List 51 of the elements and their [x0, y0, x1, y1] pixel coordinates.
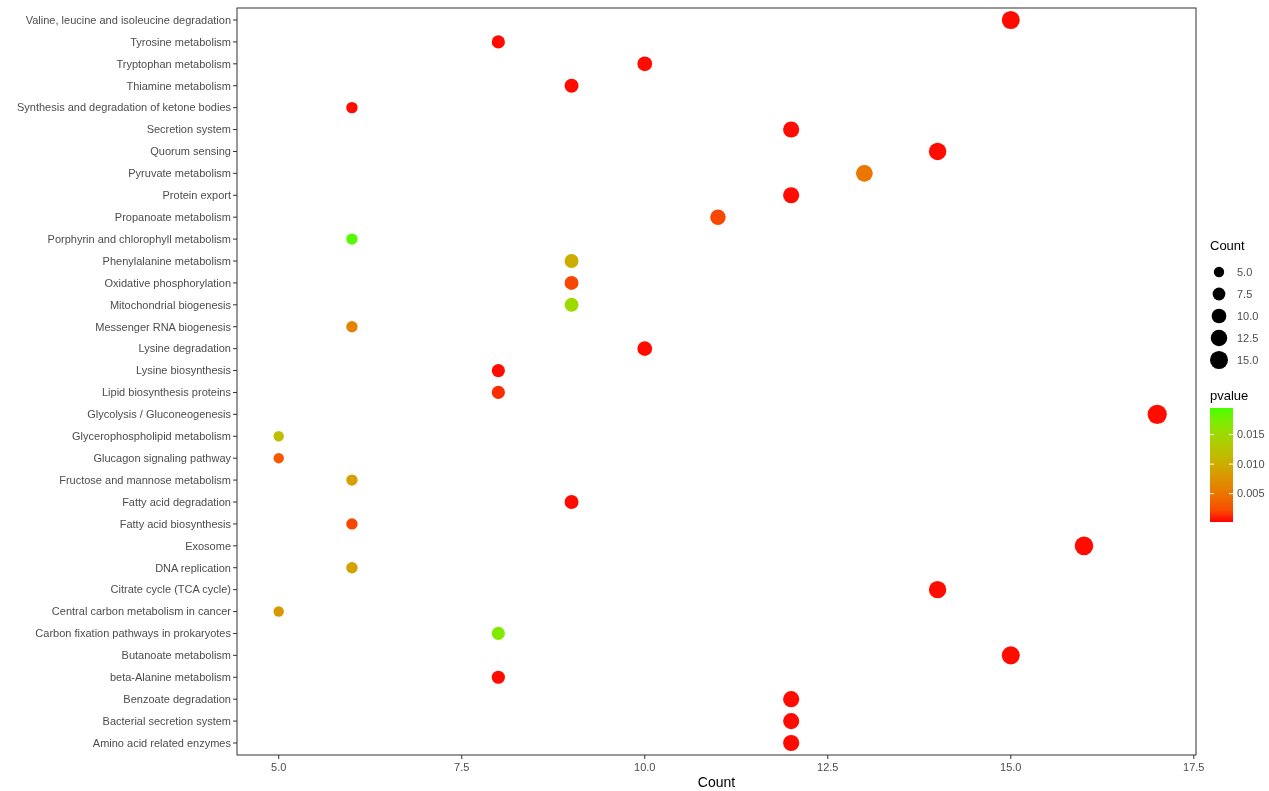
y-tick-label: Central carbon metabolism in cancer [51, 605, 232, 618]
y-tick-label: Lysine degradation [138, 342, 231, 355]
x-tick-label: 5.0 [271, 761, 287, 773]
x-tick-label: 10.0 [634, 761, 656, 773]
y-tick-label: Thiamine metabolism [126, 79, 231, 92]
legend-label: 10.0 [1237, 309, 1259, 322]
y-tick-label: Porphyrin and chlorophyll metabolism [47, 232, 231, 245]
y-tick-label: Fatty acid biosynthesis [119, 517, 232, 530]
y-tick-label: Fructose and mannose metabolism [59, 473, 231, 486]
y-tick-label: Amino acid related enzymes [92, 736, 232, 749]
legend-label: 7.5 [1237, 287, 1253, 300]
color-bar-label: 0.005 [1237, 487, 1265, 500]
y-tick-label: Tyrosine metabolism [130, 35, 231, 48]
y-tick-label: Benzoate degradation [123, 693, 231, 706]
x-tick-label: 7.5 [454, 761, 470, 773]
y-tick-label: Phenylalanine metabolism [102, 254, 231, 267]
color-bar-title: pvalue [1210, 388, 1249, 403]
y-tick-label: Glycerophospholipid metabolism [72, 430, 231, 443]
x-tick-label: 17.5 [1183, 761, 1205, 773]
y-tick-label: Lysine biosynthesis [136, 364, 232, 377]
legend-label: 5.0 [1237, 265, 1253, 278]
y-tick-label: Butanoate metabolism [121, 649, 231, 662]
y-tick-label: Messenger RNA biogenesis [95, 320, 232, 333]
y-tick-label: beta-Alanine metabolism [109, 671, 231, 684]
y-tick-label: Exosome [185, 539, 231, 552]
y-tick-label: Pyruvate metabolism [128, 167, 231, 180]
y-tick-label: Mitochondrial biogenesis [109, 298, 232, 311]
y-tick-label: Secretion system [146, 123, 231, 136]
y-tick-label: Quorum sensing [150, 145, 231, 158]
x-tick-label: 12.5 [817, 761, 839, 773]
y-tick-label: Lipid biosynthesis proteins [101, 386, 232, 399]
y-tick-label: Carbon fixation pathways in prokaryotes [35, 627, 232, 640]
color-bar-label: 0.010 [1237, 457, 1265, 470]
y-tick-label: Propanoate metabolism [114, 211, 231, 224]
y-tick-label: Oxidative phosphorylation [104, 276, 231, 289]
y-tick-label: DNA replication [155, 561, 231, 574]
y-tick-label: Fatty acid degradation [122, 495, 231, 508]
legend-label: 15.0 [1237, 353, 1259, 366]
y-tick-label: Protein export [162, 189, 231, 202]
y-tick-label: Glucagon signaling pathway [93, 452, 232, 465]
y-tick-label: Bacterial secretion system [102, 714, 231, 727]
color-bar-label: 0.015 [1237, 428, 1265, 441]
x-axis-title: Count [697, 774, 736, 790]
y-tick-label: Tryptophan metabolism [116, 57, 231, 70]
y-tick-label: Citrate cycle (TCA cycle) [110, 583, 231, 596]
legend-title: Count [1210, 238, 1246, 253]
y-tick-label: Synthesis and degradation of ketone bodies [16, 101, 232, 114]
legend-label: 12.5 [1237, 331, 1259, 344]
y-tick-label: Valine, leucine and isoleucine degradation [25, 13, 231, 26]
x-tick-label: 15.0 [1000, 761, 1022, 773]
y-tick-label: Glycolysis / Gluconeogenesis [87, 408, 232, 421]
